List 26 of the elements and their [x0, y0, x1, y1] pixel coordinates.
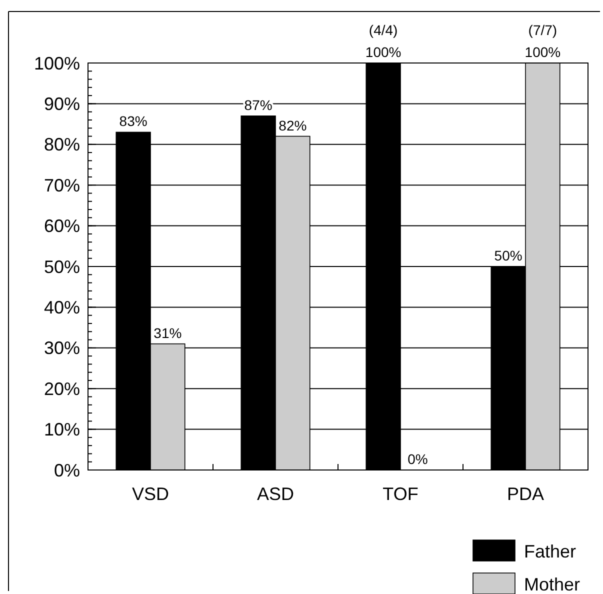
y-tick-label: 50% [44, 256, 80, 277]
x-tick-label: PDA [506, 484, 544, 504]
text: 82% [278, 117, 307, 134]
text: 100% [365, 44, 402, 60]
text: 50% [494, 248, 522, 264]
legend-label: Mother [524, 574, 580, 594]
y-tick-label: 70% [44, 175, 80, 196]
y-tick-label: 30% [44, 338, 80, 358]
text: 83% [119, 113, 148, 130]
y-tick-label: 100% [34, 53, 80, 74]
y-tick-label: 10% [44, 420, 80, 440]
x-tick-label: TOF [382, 484, 418, 504]
x-tick-label: ASD [256, 484, 294, 504]
y-tick-label: 0% [54, 460, 80, 480]
text: 31% [154, 324, 182, 341]
annotation: (4/4) [368, 22, 398, 38]
y-tick-label: 80% [44, 134, 80, 155]
annotation: (7/7) [528, 22, 558, 38]
y-tick-label: 40% [44, 298, 80, 318]
y-tick-label: 90% [44, 94, 80, 114]
text: 100% [524, 44, 561, 60]
legend-label: Father [524, 541, 576, 562]
y-tick-label: 20% [44, 378, 80, 399]
y-tick-label: 60% [44, 216, 80, 236]
text: 0% [408, 451, 428, 467]
x-tick-label: VSD [132, 484, 170, 504]
